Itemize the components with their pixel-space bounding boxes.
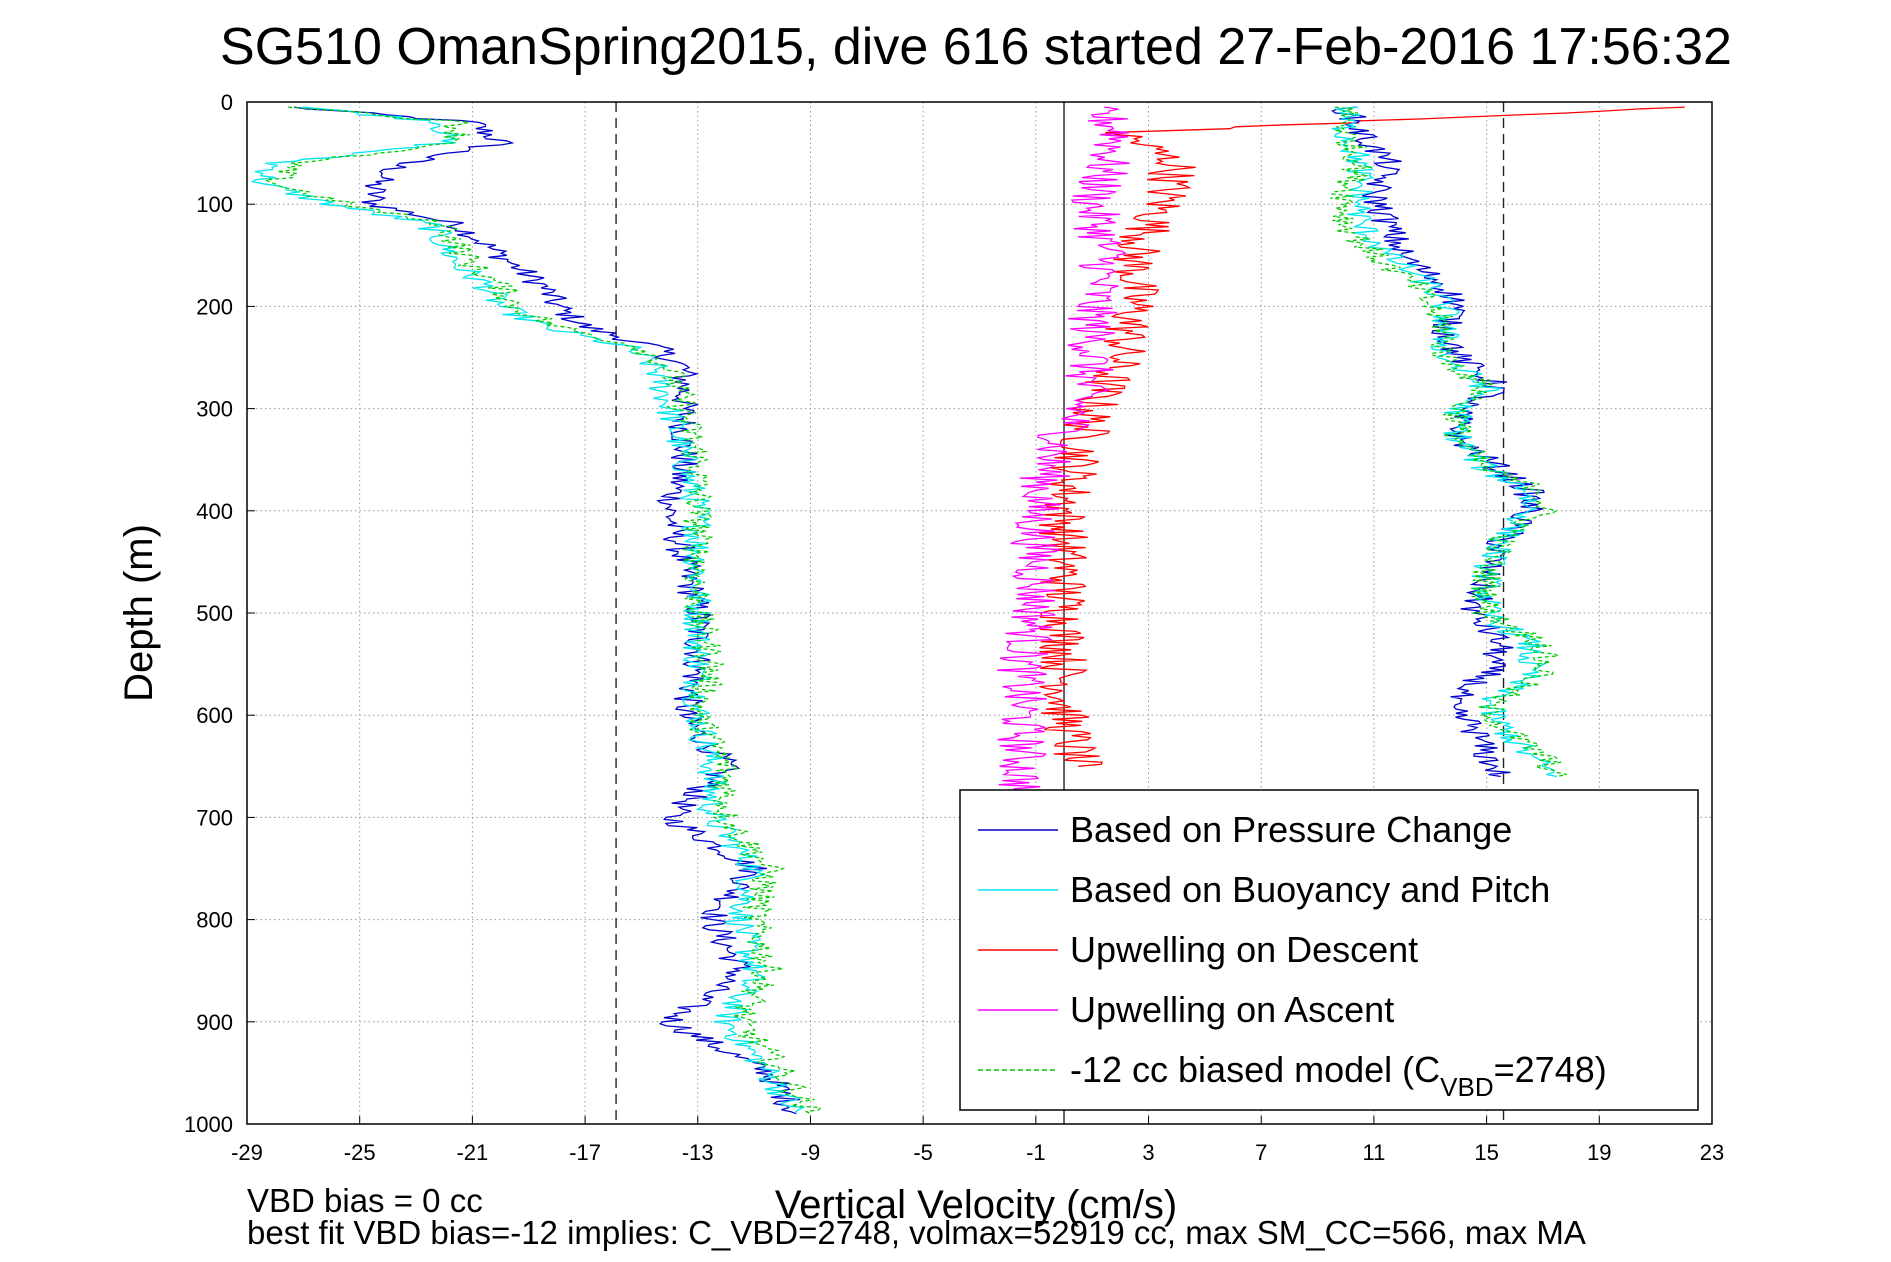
data-series bbox=[250, 106, 1685, 1115]
footer-line-1: VBD bias = 0 cc bbox=[247, 1182, 483, 1219]
x-tick-label: -13 bbox=[682, 1140, 714, 1165]
series-line-6 bbox=[1331, 106, 1558, 778]
legend-label: Based on Buoyancy and Pitch bbox=[1070, 869, 1550, 910]
legend-label: Based on Pressure Change bbox=[1070, 809, 1512, 850]
x-tick-label: 19 bbox=[1587, 1140, 1611, 1165]
series-line-1 bbox=[250, 106, 806, 1114]
y-tick-label: 600 bbox=[196, 703, 233, 728]
x-tick-label: -25 bbox=[344, 1140, 376, 1165]
y-tick-label: 0 bbox=[221, 90, 233, 115]
x-axis-label: Vertical Velocity (cm/s) bbox=[775, 1183, 1177, 1227]
legend-label: Upwelling on Ascent bbox=[1070, 989, 1394, 1030]
y-axis-label: Depth (m) bbox=[117, 524, 161, 702]
legend-box bbox=[959, 789, 1699, 1111]
y-tick-label: 500 bbox=[196, 601, 233, 626]
x-tick-label: -9 bbox=[801, 1140, 821, 1165]
y-tick-labels: 0 100 200 300 400 500 600 700 800 900 1000 bbox=[184, 90, 233, 1137]
y-tick-label: 700 bbox=[196, 805, 233, 830]
y-tick-label: 200 bbox=[196, 294, 233, 319]
series-line-2 bbox=[1038, 106, 1685, 767]
y-tick-label: 1000 bbox=[184, 1112, 233, 1137]
x-tick-label: -5 bbox=[913, 1140, 933, 1165]
legend-label: Upwelling on Descent bbox=[1070, 929, 1418, 970]
x-tick-label: 23 bbox=[1700, 1140, 1724, 1165]
legend-label: -12 cc biased model (CVBD=2748) bbox=[1070, 1049, 1607, 1102]
legend-items: Based on Pressure Change Based on Buoyanc… bbox=[978, 809, 1607, 1102]
x-tick-label: -21 bbox=[456, 1140, 488, 1165]
x-tick-label: -1 bbox=[1026, 1140, 1046, 1165]
y-tick-label: 100 bbox=[196, 192, 233, 217]
y-tick-label: 400 bbox=[196, 499, 233, 524]
series-line-3 bbox=[996, 106, 1130, 819]
series-line-4 bbox=[263, 106, 822, 1115]
x-tick-label: -29 bbox=[231, 1140, 263, 1165]
x-tick-label: 7 bbox=[1255, 1140, 1267, 1165]
x-tick-label: -17 bbox=[569, 1140, 601, 1165]
y-tick-label: 900 bbox=[196, 1010, 233, 1035]
legend: Based on Pressure Change Based on Buoyanc… bbox=[959, 789, 1699, 1111]
x-tick-label: 11 bbox=[1363, 1140, 1386, 1165]
x-tick-label: 3 bbox=[1142, 1140, 1154, 1165]
y-tick-label: 800 bbox=[196, 908, 233, 933]
y-tick-label: 300 bbox=[196, 397, 233, 422]
footer-line-2: best fit VBD bias=-12 implies: C_VBD=274… bbox=[247, 1214, 1586, 1251]
plot-frame bbox=[246, 101, 1713, 1125]
chart-title: SG510 OmanSpring2015, dive 616 started 2… bbox=[220, 18, 1732, 76]
series-line-7 bbox=[1330, 106, 1568, 778]
x-tick-labels: -29 -25 -21 -17 -13 -9 -5 -1 3 7 11 15 19 23 bbox=[231, 1140, 1724, 1165]
series-line-0 bbox=[293, 106, 801, 1115]
x-tick-label: 15 bbox=[1474, 1140, 1498, 1165]
